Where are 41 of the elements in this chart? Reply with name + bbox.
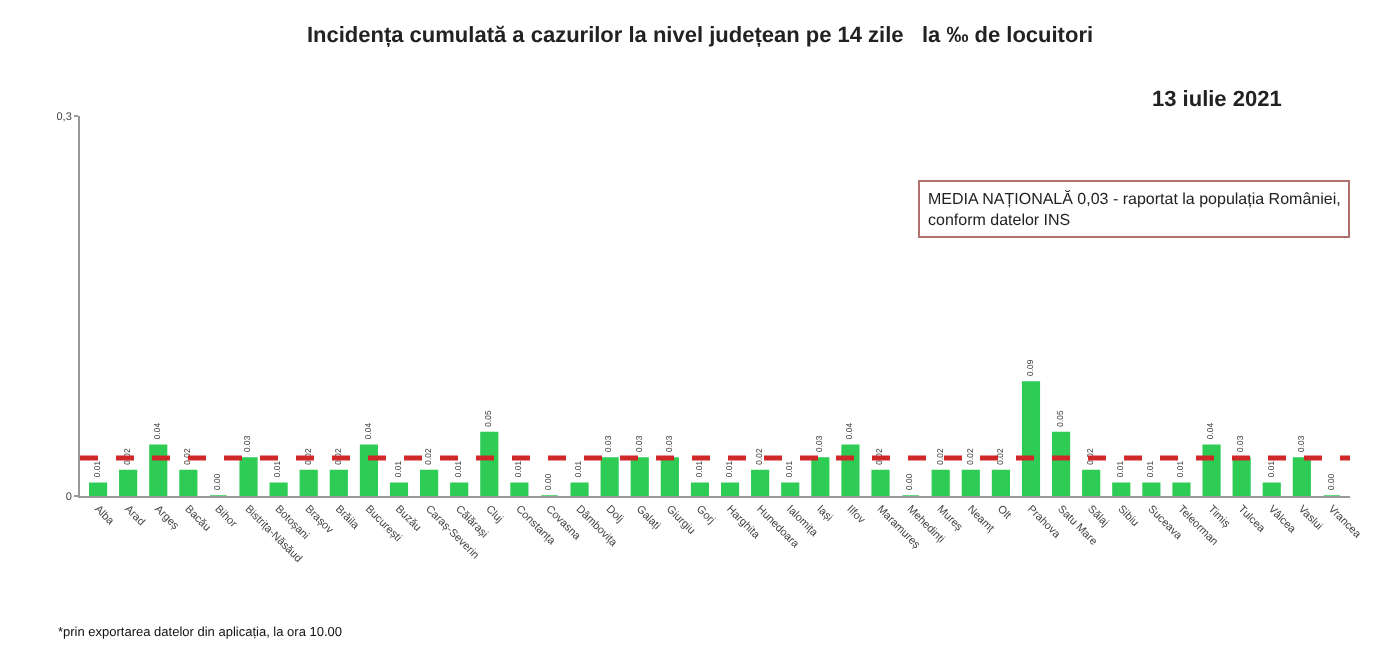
bar — [871, 469, 890, 496]
bar — [991, 469, 1010, 496]
bar — [88, 482, 108, 496]
bar — [269, 482, 288, 496]
bar — [1232, 457, 1251, 496]
bar — [751, 469, 770, 496]
annotation: MEDIA NAȚIONALĂ 0,03 - raportat la populația României, conform datelor INS — [928, 190, 1341, 229]
bar — [329, 469, 348, 496]
bar — [931, 469, 950, 496]
bar — [359, 444, 378, 496]
bar — [1292, 457, 1311, 496]
bar — [1112, 482, 1131, 496]
bar — [1202, 444, 1221, 496]
bar — [510, 482, 529, 496]
bar — [690, 482, 710, 496]
bar — [961, 469, 980, 496]
bar — [119, 469, 138, 496]
bar — [720, 482, 740, 496]
bar — [420, 469, 439, 496]
bar — [570, 482, 589, 496]
bar — [811, 457, 830, 496]
bar — [660, 457, 679, 496]
bar — [239, 457, 258, 496]
bar — [480, 431, 499, 496]
bar — [1082, 469, 1101, 496]
bar — [1262, 482, 1281, 496]
bar — [630, 457, 649, 496]
bar — [781, 482, 800, 496]
bar — [179, 469, 198, 496]
bar — [841, 444, 860, 496]
chart-subtitle: 13 iulie 2021 — [1152, 88, 1282, 112]
bar — [1142, 482, 1161, 496]
bar — [600, 457, 619, 496]
bar — [299, 469, 318, 496]
chart-title: Incidența cumulată a cazurilor la nivel județean pe 14 zile la ‰ de locuitori — [306, 23, 1094, 48]
bar — [1052, 431, 1071, 496]
bar — [1021, 381, 1041, 496]
bar — [389, 482, 409, 496]
bar — [450, 482, 469, 496]
bar — [1172, 482, 1191, 496]
bar — [149, 444, 168, 496]
